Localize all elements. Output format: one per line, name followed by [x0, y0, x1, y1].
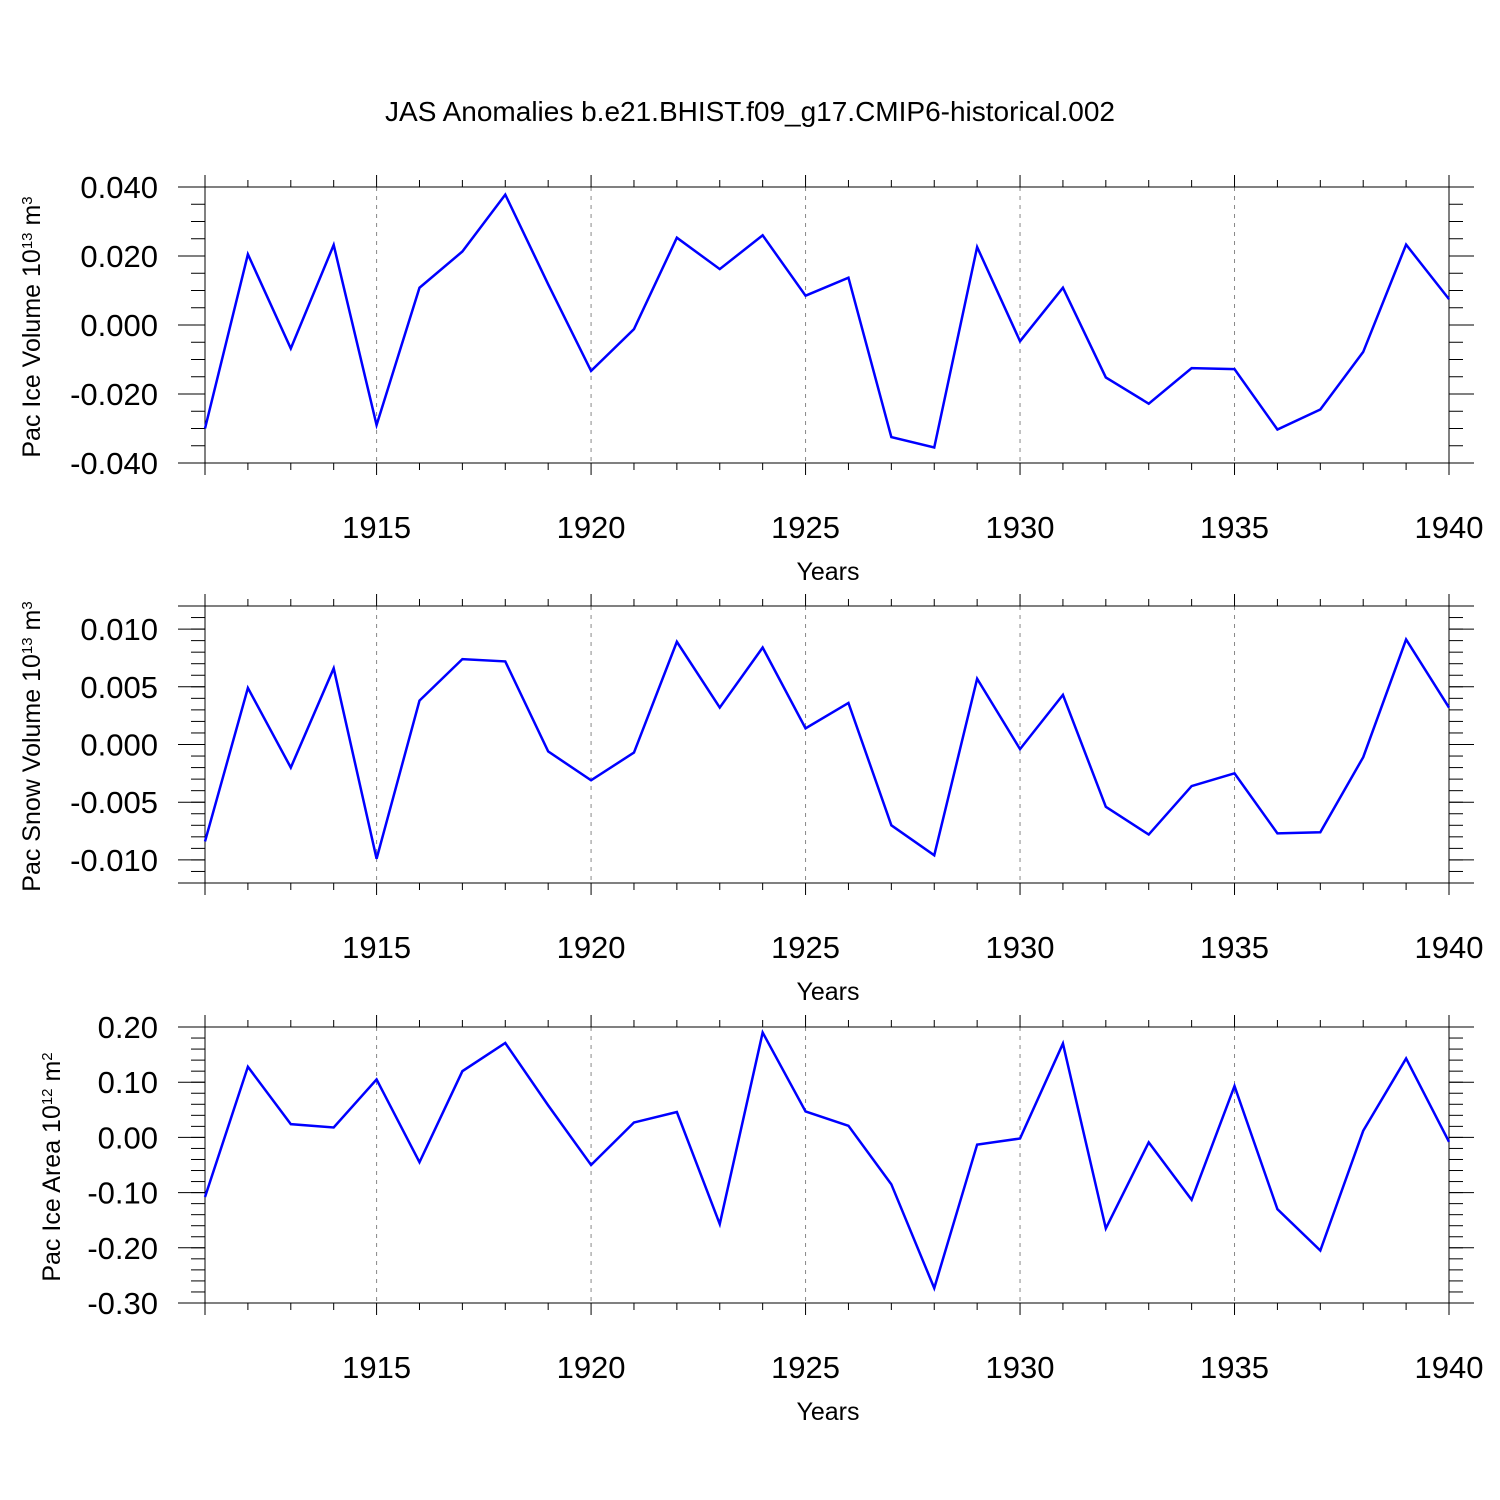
panel-1-ytick-label: 0.000	[80, 308, 158, 343]
panel-2-xlabel: Years	[796, 978, 859, 1006]
panel-3-xtick-label: 1920	[557, 1350, 626, 1385]
panel-1-xtick-label: 1935	[1200, 510, 1269, 545]
panel-2-ylabel: Pac Snow Volume 1013 m3	[18, 601, 46, 891]
panel-2-xtick-label: 1915	[342, 930, 411, 965]
panel-2-ytick-label: 0.000	[80, 728, 158, 763]
panel-1-xtick-label: 1925	[771, 510, 840, 545]
panel-2-xtick-label: 1920	[557, 930, 626, 965]
panel-1-ytick-label: 0.040	[80, 170, 158, 205]
panel-3-ytick-label: 0.10	[98, 1065, 158, 1100]
panel-2-ytick-label: 0.005	[80, 670, 158, 705]
panel-1-xtick-label: 1940	[1415, 510, 1484, 545]
panel-3-xtick-label: 1935	[1200, 1350, 1269, 1385]
panel-1-ylabel: Pac Ice Volume 1013 m3	[18, 196, 46, 457]
panel-1-xtick-label: 1930	[986, 510, 1055, 545]
panel-2-ytick-label: 0.010	[80, 612, 158, 647]
panel-1-ytick-label: 0.020	[80, 239, 158, 274]
panel-1-xtick-label: 1920	[557, 510, 626, 545]
panel-3-xlabel: Years	[796, 1398, 859, 1426]
panel-2-xtick-label: 1940	[1415, 930, 1484, 965]
panel-1-series-line	[203, 192, 1450, 449]
panel-1-ytick-label: -0.040	[70, 446, 158, 481]
panel-3-ytick-label: 0.00	[98, 1120, 158, 1155]
panel-3-ytick-label: -0.10	[87, 1176, 158, 1211]
panel-2-ytick-label: -0.005	[70, 785, 158, 820]
panel-3-ylabel: Pac Ice Area 1012 m2	[38, 1052, 66, 1281]
chart-title: JAS Anomalies b.e21.BHIST.f09_g17.CMIP6-…	[385, 96, 1115, 127]
panel-2-xtick-label: 1930	[986, 930, 1055, 965]
panel-1-xlabel: Years	[796, 558, 859, 586]
panel-1-ytick-label: -0.020	[70, 377, 158, 412]
panel-3-xtick-label: 1915	[342, 1350, 411, 1385]
panel-3-xtick-label: 1940	[1415, 1350, 1484, 1385]
panel-3-series-line	[203, 1028, 1451, 1292]
panel-2-xtick-label: 1935	[1200, 930, 1269, 965]
panel-1-xtick-label: 1915	[342, 510, 411, 545]
panel-3-xtick-label: 1925	[771, 1350, 840, 1385]
panel-2-series-line	[203, 636, 1451, 860]
panel-3-xtick-label: 1930	[986, 1350, 1055, 1385]
panel-3-ytick-label: -0.30	[87, 1286, 158, 1321]
panel-3-ytick-label: -0.20	[87, 1231, 158, 1266]
panel-2-xtick-label: 1925	[771, 930, 840, 965]
panel-2-ytick-label: -0.010	[70, 843, 158, 878]
panel-3-ytick-label: 0.20	[98, 1010, 158, 1045]
